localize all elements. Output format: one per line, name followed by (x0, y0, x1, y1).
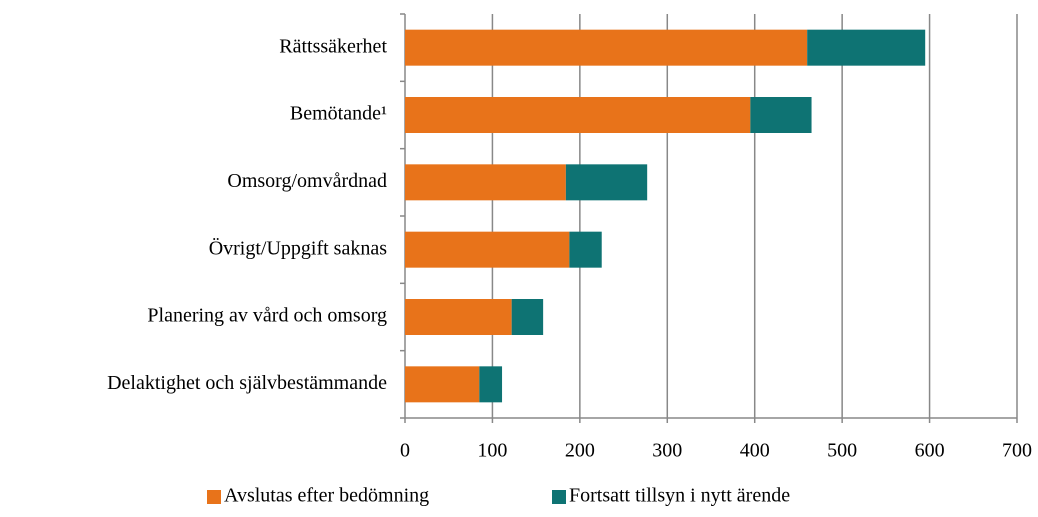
legend-swatch (552, 490, 566, 504)
bar (750, 97, 812, 133)
x-tick-label: 500 (827, 440, 857, 462)
legend-swatch (207, 490, 221, 504)
bar (405, 231, 570, 268)
legend-label: Fortsatt tillsyn i nytt ärende (569, 485, 790, 507)
y-tick-label: Delaktighet och självbestämmande (107, 372, 387, 394)
bar (807, 29, 926, 66)
x-tick-label: 200 (565, 440, 595, 462)
x-tick-label: 0 (400, 440, 410, 462)
y-tick-label: Bemötande¹ (290, 103, 387, 125)
x-tick-label: 600 (915, 440, 945, 462)
y-tick-label: Rättssäkerhet (279, 35, 387, 57)
bar (405, 299, 512, 335)
legend-label: Avslutas efter bedömning (224, 485, 429, 507)
x-tick-label: 100 (477, 440, 507, 462)
bar (405, 366, 480, 403)
bar (405, 29, 808, 66)
bar (479, 366, 503, 403)
y-tick-label: Planering av vård och omsorg (147, 305, 387, 327)
y-tick-label: Övrigt/Uppgift saknas (209, 236, 388, 259)
x-tick-label: 300 (652, 440, 682, 462)
bar (569, 231, 602, 268)
y-tick-label: Omsorg/omvårdnad (227, 170, 387, 192)
bar (565, 164, 648, 201)
x-tick-label: 700 (1002, 440, 1032, 462)
bar (511, 299, 544, 335)
bar (405, 97, 751, 133)
x-tick-label: 400 (740, 440, 770, 462)
bar (405, 164, 566, 201)
